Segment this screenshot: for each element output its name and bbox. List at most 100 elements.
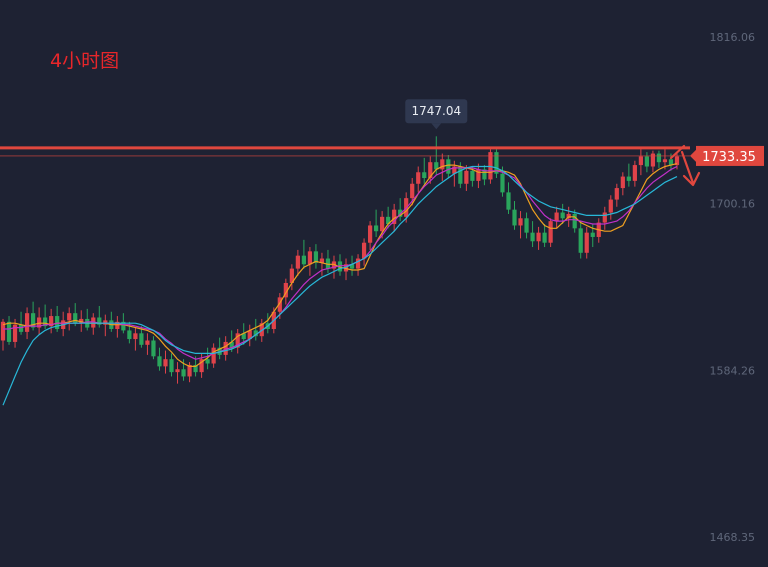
candle bbox=[289, 264, 294, 291]
candle bbox=[572, 209, 577, 233]
candle bbox=[476, 163, 481, 189]
overlay-layer: 1747.04 1733.35 bbox=[0, 99, 764, 187]
candle-body bbox=[163, 359, 168, 367]
candle-body bbox=[6, 321, 12, 342]
candle-body bbox=[0, 321, 6, 341]
candle bbox=[18, 311, 24, 335]
candle-body bbox=[205, 359, 210, 364]
candle-body bbox=[380, 216, 385, 232]
y-tick-label: 1584.26 bbox=[710, 364, 756, 377]
period-label: 4小时图 bbox=[50, 50, 120, 72]
candle-body bbox=[644, 156, 650, 167]
arrow-shaft bbox=[680, 150, 695, 185]
candle bbox=[79, 310, 84, 332]
candle-body bbox=[139, 333, 144, 345]
candle-body bbox=[482, 169, 487, 180]
candle bbox=[6, 316, 12, 345]
price-axis: 1816.06 1700.16 1584.26 1468.35 bbox=[710, 31, 756, 544]
y-tick-label: 1700.16 bbox=[710, 198, 756, 211]
candle-body bbox=[187, 364, 192, 377]
candle-body bbox=[223, 341, 228, 355]
candle-body bbox=[30, 313, 36, 328]
candle bbox=[668, 153, 674, 171]
candle bbox=[536, 226, 541, 250]
candle-body bbox=[470, 170, 475, 181]
candle bbox=[482, 165, 487, 186]
candle bbox=[319, 252, 325, 276]
candle bbox=[24, 307, 30, 340]
candle-body bbox=[584, 232, 589, 253]
candle-body bbox=[602, 212, 607, 223]
candle bbox=[512, 201, 517, 230]
candle bbox=[380, 211, 385, 239]
candle bbox=[614, 183, 619, 207]
candle-body bbox=[103, 320, 108, 325]
candle-body bbox=[295, 255, 300, 269]
candle-body bbox=[367, 225, 373, 243]
candle-body bbox=[638, 156, 643, 166]
candle-body bbox=[452, 166, 457, 174]
last-price-label: 1733.35 bbox=[702, 150, 756, 165]
candle bbox=[49, 308, 54, 334]
candle bbox=[440, 153, 445, 181]
candle-body bbox=[632, 165, 637, 181]
candle bbox=[355, 254, 361, 276]
candle-body bbox=[500, 173, 505, 193]
candle bbox=[608, 195, 613, 220]
candle-body bbox=[662, 159, 668, 163]
candle bbox=[223, 336, 228, 361]
candle bbox=[638, 149, 643, 176]
candle bbox=[337, 254, 343, 276]
candle-body bbox=[193, 364, 198, 373]
candle-body bbox=[301, 255, 306, 265]
candle-body bbox=[440, 159, 445, 170]
candle-body bbox=[18, 324, 24, 332]
candle bbox=[253, 318, 258, 341]
candle-body bbox=[542, 232, 547, 243]
candle-body bbox=[355, 258, 361, 269]
candle-body bbox=[283, 282, 288, 298]
candle-body bbox=[518, 218, 523, 226]
down-arrow-icon bbox=[669, 144, 701, 187]
candle bbox=[145, 333, 150, 355]
candle-body bbox=[217, 347, 222, 355]
candle bbox=[620, 172, 625, 196]
candle bbox=[157, 347, 162, 371]
arrow-tail bbox=[669, 144, 686, 160]
candle bbox=[187, 362, 192, 383]
candle bbox=[374, 209, 379, 237]
candle-body bbox=[97, 317, 102, 325]
candle-body bbox=[313, 251, 319, 263]
candle bbox=[361, 238, 367, 266]
candle-body bbox=[241, 333, 246, 340]
candle-body bbox=[416, 172, 421, 184]
candle bbox=[416, 166, 421, 193]
candle-body bbox=[566, 213, 571, 219]
candle bbox=[301, 239, 306, 269]
candle bbox=[127, 321, 132, 344]
candle bbox=[542, 224, 547, 248]
candle-body bbox=[67, 313, 72, 321]
candle bbox=[175, 362, 180, 384]
candle bbox=[626, 163, 631, 187]
high-price-tag bbox=[405, 99, 468, 124]
candle bbox=[584, 226, 589, 259]
candle-body bbox=[536, 232, 541, 242]
candle-body bbox=[325, 258, 331, 269]
candle bbox=[343, 258, 349, 281]
candle-body bbox=[12, 324, 18, 342]
candle-body bbox=[343, 264, 349, 272]
candle bbox=[650, 150, 656, 173]
candle bbox=[97, 305, 102, 328]
candle-body bbox=[422, 172, 427, 179]
candle-body bbox=[488, 152, 493, 180]
candle bbox=[247, 324, 252, 347]
candle-body bbox=[458, 166, 463, 184]
candle-body bbox=[464, 170, 469, 184]
moving-average-line bbox=[2, 165, 678, 406]
candle-body bbox=[337, 261, 343, 272]
candle bbox=[55, 305, 60, 332]
candle bbox=[91, 313, 96, 335]
candle-body bbox=[307, 251, 313, 265]
candle-body bbox=[608, 199, 613, 213]
